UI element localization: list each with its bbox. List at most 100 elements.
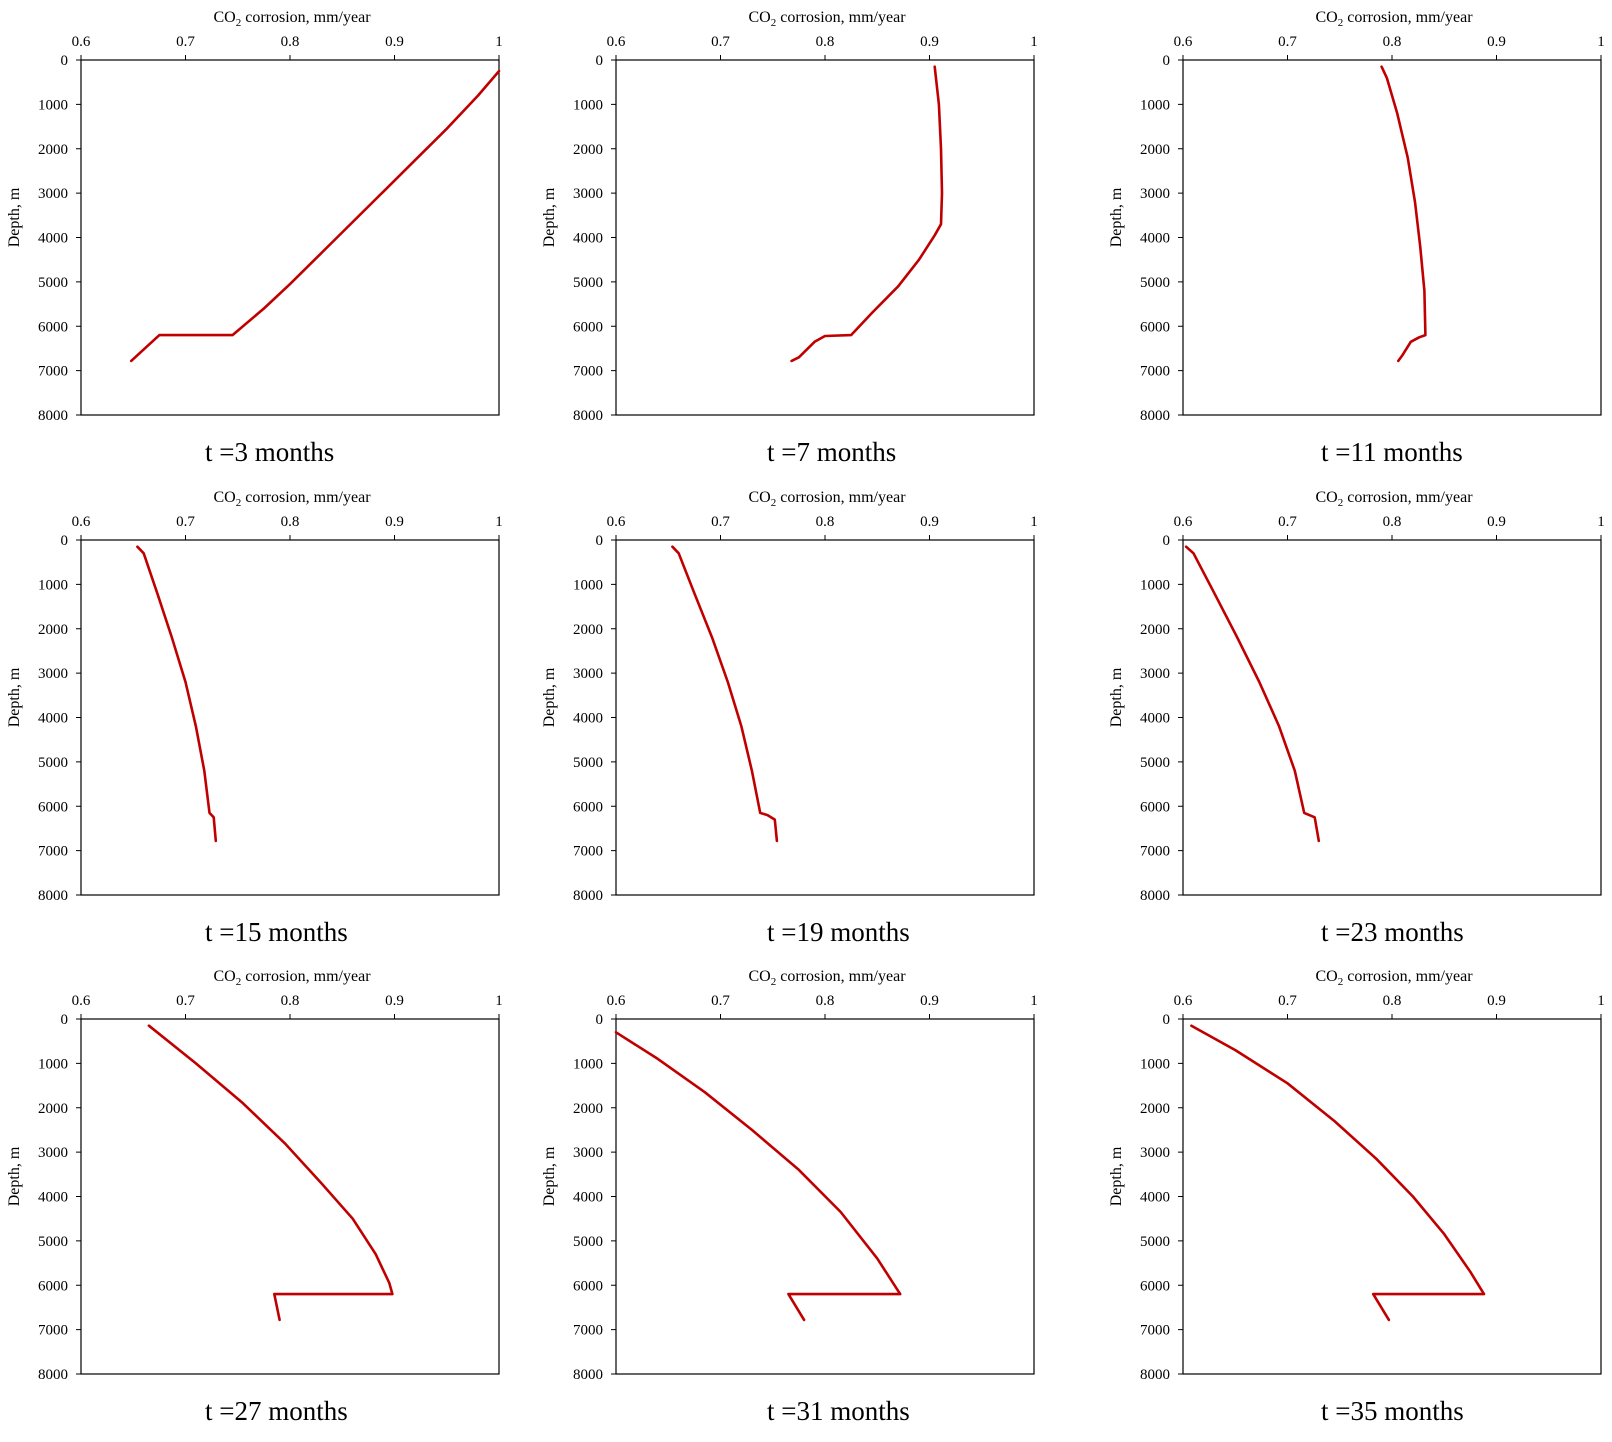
y-tick-label: 3000 — [1140, 666, 1170, 682]
y-tick-label: 0 — [596, 1012, 604, 1028]
y-tick-label: 0 — [596, 533, 604, 549]
y-tick-label: 7000 — [38, 364, 68, 380]
y-axis-title: Depth, m — [6, 667, 23, 727]
y-tick-label: 4000 — [38, 1190, 68, 1206]
x-tick-label: 1 — [495, 514, 503, 530]
y-axis-title: Depth, m — [1108, 667, 1125, 727]
panel-caption: t =27 months — [205, 1396, 348, 1426]
x-axis-title: CO2 corrosion, mm/year — [748, 968, 906, 988]
y-tick-label: 1000 — [1140, 1056, 1170, 1072]
x-axis-title: CO2 corrosion, mm/year — [748, 9, 906, 29]
y-axis-title: Depth, m — [541, 667, 558, 727]
y-tick-label: 7000 — [1140, 1323, 1170, 1339]
y-tick-label: 4000 — [1140, 231, 1170, 247]
y-tick-label: 7000 — [38, 844, 68, 860]
x-tick-label: 0.9 — [385, 993, 404, 1009]
x-tick-label: 1 — [495, 34, 503, 50]
x-tick-label: 0.7 — [176, 34, 195, 50]
x-axis-title: CO2 corrosion, mm/year — [1315, 968, 1473, 988]
x-tick-label: 0.6 — [607, 514, 626, 530]
y-tick-label: 3000 — [38, 666, 68, 682]
series-line — [1184, 545, 1321, 843]
x-tick-label: 0.8 — [1383, 514, 1402, 530]
y-tick-label: 1000 — [573, 1056, 603, 1072]
y-axis-title: Depth, m — [6, 1146, 23, 1206]
x-tick-label: 1 — [1597, 993, 1605, 1009]
y-tick-label: 2000 — [38, 142, 68, 158]
y-tick-label: 2000 — [38, 1101, 68, 1117]
y-axis-title: Depth, m — [541, 1146, 558, 1206]
series-line — [147, 1024, 394, 1322]
x-tick-label: 0.6 — [1174, 34, 1193, 50]
y-axis-title: Depth, m — [1108, 1146, 1125, 1206]
x-tick-label: 0.6 — [72, 514, 91, 530]
y-tick-label: 0 — [596, 53, 604, 69]
x-tick-label: 0.7 — [1278, 993, 1297, 1009]
y-tick-label: 3000 — [38, 1145, 68, 1161]
y-tick-label: 8000 — [38, 888, 68, 904]
x-tick-label: 0.8 — [281, 34, 300, 50]
y-tick-label: 6000 — [1140, 319, 1170, 335]
y-axis-title: Depth, m — [1108, 187, 1125, 247]
y-tick-label: 3000 — [573, 186, 603, 202]
x-axis-title: CO2 corrosion, mm/year — [213, 968, 371, 988]
series-line — [790, 65, 944, 363]
x-tick-label: 1 — [495, 993, 503, 1009]
y-tick-label: 8000 — [573, 408, 603, 424]
panel-caption: t =31 months — [767, 1396, 910, 1426]
x-tick-label: 0.6 — [72, 993, 91, 1009]
y-tick-label: 2000 — [573, 1101, 603, 1117]
x-axis-title: CO2 corrosion, mm/year — [213, 489, 371, 509]
y-tick-label: 0 — [61, 533, 69, 549]
x-tick-label: 0.7 — [711, 514, 730, 530]
y-tick-label: 6000 — [38, 319, 68, 335]
series-line — [614, 1031, 902, 1322]
y-tick-label: 0 — [1163, 53, 1171, 69]
y-tick-label: 8000 — [573, 888, 603, 904]
y-tick-label: 5000 — [1140, 275, 1170, 291]
y-tick-label: 8000 — [1140, 888, 1170, 904]
y-tick-label: 4000 — [573, 1190, 603, 1206]
x-tick-label: 0.9 — [1487, 993, 1506, 1009]
x-axis-title: CO2 corrosion, mm/year — [213, 9, 371, 29]
x-axis-title: CO2 corrosion, mm/year — [1315, 489, 1473, 509]
y-tick-label: 5000 — [38, 275, 68, 291]
x-tick-label: 1 — [1030, 34, 1038, 50]
x-tick-label: 1 — [1597, 514, 1605, 530]
y-tick-label: 2000 — [573, 622, 603, 638]
y-tick-label: 1000 — [573, 577, 603, 593]
y-tick-label: 7000 — [1140, 844, 1170, 860]
panel-caption: t =23 months — [1321, 917, 1464, 947]
y-tick-label: 4000 — [573, 711, 603, 727]
series-line — [671, 545, 779, 843]
y-tick-label: 7000 — [573, 1323, 603, 1339]
x-tick-label: 0.9 — [920, 993, 939, 1009]
x-tick-label: 1 — [1597, 34, 1605, 50]
y-tick-label: 5000 — [573, 275, 603, 291]
y-tick-label: 8000 — [1140, 408, 1170, 424]
y-tick-label: 7000 — [573, 844, 603, 860]
x-axis-title: CO2 corrosion, mm/year — [1315, 9, 1473, 29]
y-tick-label: 1000 — [573, 97, 603, 113]
y-tick-label: 4000 — [1140, 1190, 1170, 1206]
y-tick-label: 6000 — [1140, 1278, 1170, 1294]
y-tick-label: 2000 — [1140, 1101, 1170, 1117]
series-line — [1190, 1024, 1486, 1322]
y-tick-label: 6000 — [573, 799, 603, 815]
y-tick-label: 7000 — [1140, 364, 1170, 380]
panel-caption: t =3 months — [205, 437, 335, 467]
y-tick-label: 2000 — [38, 622, 68, 638]
y-tick-label: 1000 — [38, 1056, 68, 1072]
y-tick-label: 3000 — [38, 186, 68, 202]
y-tick-label: 2000 — [1140, 622, 1170, 638]
x-tick-label: 0.8 — [816, 993, 835, 1009]
y-tick-label: 5000 — [38, 1234, 68, 1250]
